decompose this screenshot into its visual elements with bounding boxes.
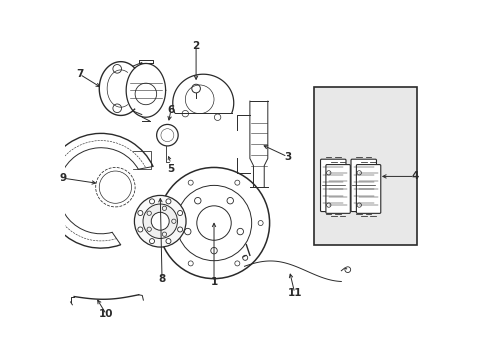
Text: 10: 10 <box>99 310 113 319</box>
Circle shape <box>165 239 171 244</box>
Circle shape <box>134 195 185 247</box>
Text: 1: 1 <box>210 277 217 287</box>
Circle shape <box>142 204 177 238</box>
Text: 3: 3 <box>284 152 290 162</box>
Circle shape <box>177 211 182 216</box>
FancyBboxPatch shape <box>325 165 349 213</box>
Text: 11: 11 <box>287 288 301 298</box>
Circle shape <box>138 211 142 216</box>
FancyBboxPatch shape <box>320 159 346 212</box>
Text: 2: 2 <box>192 41 199 50</box>
Circle shape <box>149 239 154 244</box>
Circle shape <box>149 199 154 204</box>
Bar <box>314 87 416 244</box>
FancyBboxPatch shape <box>350 159 376 212</box>
Text: 7: 7 <box>76 69 83 79</box>
Text: 4: 4 <box>410 171 418 181</box>
FancyBboxPatch shape <box>356 165 380 213</box>
Text: 5: 5 <box>167 164 174 174</box>
Circle shape <box>138 227 142 232</box>
Circle shape <box>165 199 171 204</box>
Text: 9: 9 <box>60 173 67 183</box>
Circle shape <box>177 227 182 232</box>
Circle shape <box>151 212 169 230</box>
Text: 6: 6 <box>167 105 174 115</box>
Text: 8: 8 <box>158 274 165 284</box>
